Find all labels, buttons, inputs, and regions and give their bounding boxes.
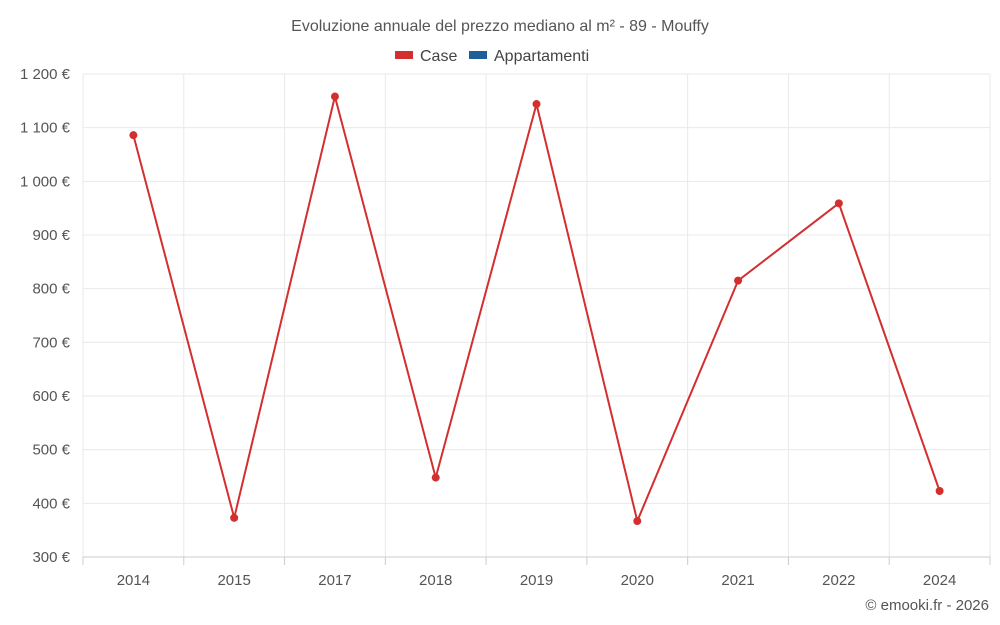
chart-legend: Case Appartamenti	[395, 48, 589, 65]
x-tick-label: 2015	[217, 572, 250, 589]
gridlines	[82, 73, 991, 558]
data-point[interactable]	[230, 513, 239, 522]
y-axis: 300 € 400 € 500 € 600 € 700 € 800 € 900 € 1 000…	[20, 66, 71, 566]
data-point[interactable]	[330, 92, 339, 101]
legend-label: Appartamenti	[494, 48, 589, 65]
legend-item-case[interactable]: Case	[395, 48, 457, 65]
legend-swatch	[469, 51, 487, 59]
data-point[interactable]	[532, 100, 541, 109]
x-tick-label: 2021	[721, 572, 754, 589]
x-tick-label: 2017	[318, 572, 351, 589]
y-tick-label: 1 200 €	[20, 66, 71, 83]
data-point[interactable]	[633, 517, 642, 526]
x-tick-label: 2018	[419, 572, 452, 589]
x-axis: 2014 2015 2017 2018 2019 2020 2021 2022 2024	[82, 556, 991, 589]
y-tick-label: 700 €	[32, 334, 70, 351]
legend-swatch	[395, 51, 413, 59]
legend-label: Case	[420, 48, 457, 65]
x-tick-label: 2014	[117, 572, 150, 589]
x-tick-label: 2020	[621, 572, 654, 589]
y-tick-label: 300 €	[32, 549, 70, 566]
y-tick-label: 400 €	[32, 495, 70, 512]
x-tick-label: 2024	[923, 572, 956, 589]
x-tick-label: 2022	[822, 572, 855, 589]
chart-title: Evoluzione annuale del prezzo mediano al…	[291, 18, 709, 35]
y-tick-label: 900 €	[32, 227, 70, 244]
data-point[interactable]	[734, 276, 743, 285]
data-point[interactable]	[935, 486, 944, 495]
y-tick-label: 800 €	[32, 281, 70, 298]
x-tick-label: 2019	[520, 572, 553, 589]
data-point[interactable]	[431, 473, 440, 482]
y-tick-label: 1 000 €	[20, 173, 71, 190]
credit-text: © emooki.fr - 2026	[865, 597, 989, 614]
legend-item-appartamenti[interactable]: Appartamenti	[469, 48, 589, 65]
y-tick-label: 600 €	[32, 388, 70, 405]
y-tick-label: 500 €	[32, 442, 70, 459]
data-point[interactable]	[129, 131, 138, 140]
series-layer	[129, 92, 944, 526]
y-tick-label: 1 100 €	[20, 120, 71, 137]
data-point[interactable]	[834, 199, 843, 208]
series-line-case	[132, 96, 941, 525]
